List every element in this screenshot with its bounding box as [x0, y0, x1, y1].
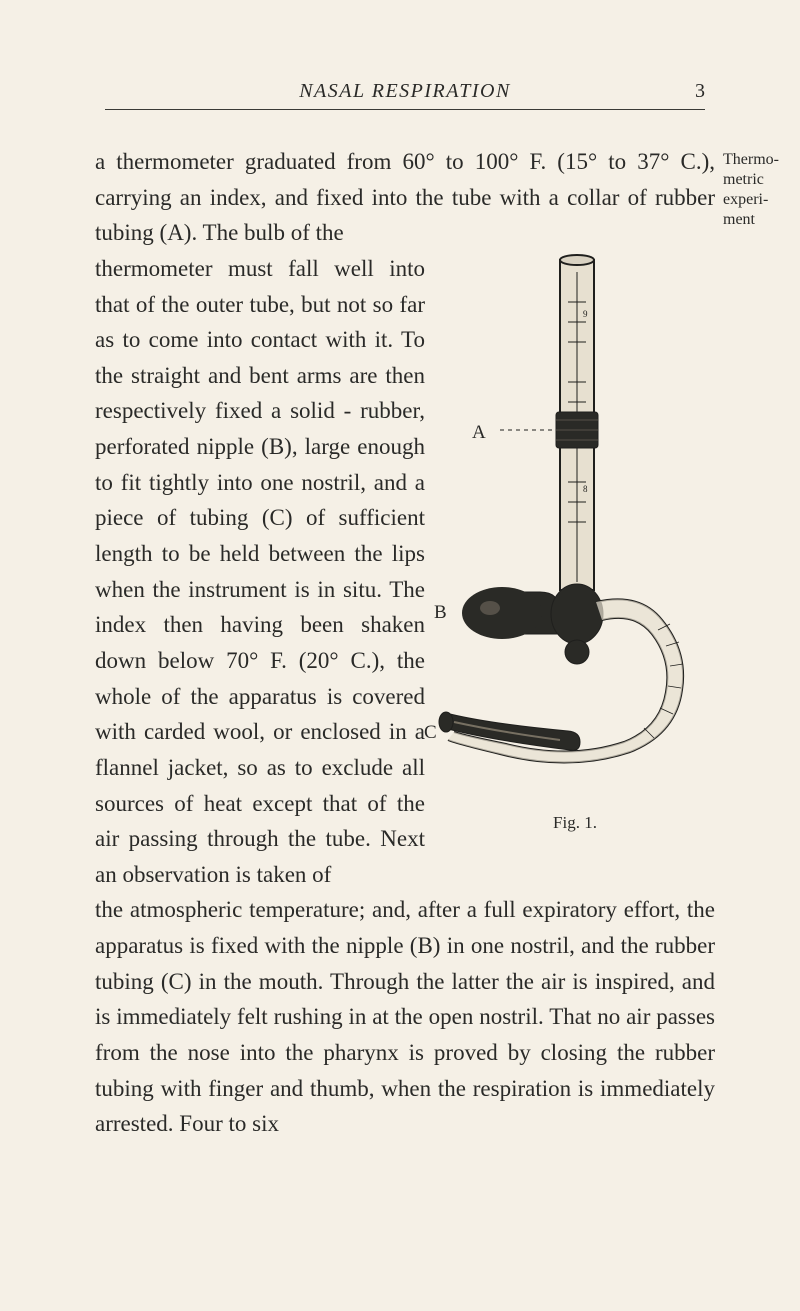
paragraph-tail: the atmospheric temperature; and, after …: [95, 892, 715, 1141]
page-number: 3: [675, 80, 705, 103]
page: NASAL RESPIRATION 3 Thermo- metric exper…: [0, 0, 800, 1311]
margin-note-line: Thermo-: [723, 150, 785, 170]
paragraph-intro: a thermometer graduated from 60° to 100°…: [95, 144, 715, 251]
paragraph-narrow: thermometer must fall well into that of …: [95, 251, 425, 893]
margin-note-line: ment: [723, 210, 785, 230]
running-head: NASAL RESPIRATION 3: [105, 80, 705, 110]
svg-text:9: 9: [583, 309, 588, 319]
figure-1: 9 8: [430, 242, 720, 837]
figure-label-a: A: [472, 422, 486, 444]
figure-label-c: C: [424, 722, 437, 744]
margin-note: Thermo- metric experi- ment: [723, 150, 785, 230]
figure-caption: Fig. 1.: [430, 813, 720, 833]
margin-note-line: experi-: [723, 190, 785, 210]
running-title: NASAL RESPIRATION: [105, 80, 675, 103]
margin-note-line: metric: [723, 170, 785, 190]
body-wrap: Thermo- metric experi- ment: [95, 144, 715, 1142]
svg-text:8: 8: [583, 484, 588, 494]
apparatus-illustration: 9 8: [430, 242, 720, 802]
figure-label-b: B: [434, 602, 447, 624]
